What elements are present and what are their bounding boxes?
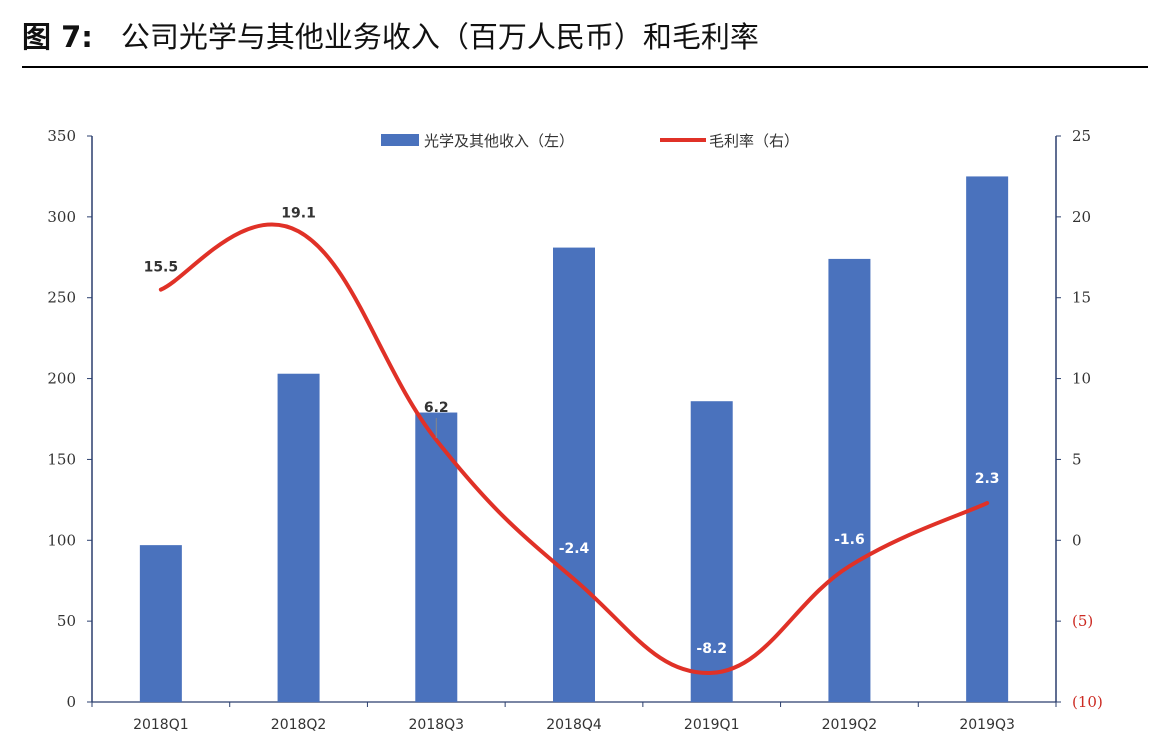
- left-tick-label: 350: [47, 127, 76, 145]
- line-data-label: 19.1: [281, 205, 316, 221]
- left-tick-label: 50: [57, 612, 76, 630]
- left-tick-label: 0: [66, 693, 76, 711]
- category-label: 2018Q2: [271, 717, 327, 733]
- bar: [553, 247, 595, 702]
- line-series: [158, 222, 990, 675]
- legend-bar-label: 光学及其他收入（左）: [424, 132, 574, 150]
- category-label: 2019Q1: [684, 717, 740, 733]
- line-data-label: 15.5: [144, 260, 179, 276]
- left-tick-label: 250: [47, 289, 76, 307]
- title-rule: [22, 66, 1148, 68]
- figure-title-text: 公司光学与其他业务收入（百万人民币）和毛利率: [120, 20, 759, 54]
- bar: [828, 258, 871, 702]
- bar: [415, 412, 458, 702]
- line-data-label: -1.6: [834, 532, 865, 548]
- bar: [277, 373, 320, 702]
- right-tick-label: 20: [1072, 208, 1091, 226]
- right-tick-label: (10): [1072, 693, 1103, 711]
- line-data-label: -2.4: [559, 541, 590, 557]
- line-data-label: -8.2: [696, 641, 727, 657]
- right-tick-label: 5: [1072, 450, 1082, 468]
- category-label: 2018Q3: [409, 717, 465, 733]
- right-tick-label: 0: [1072, 531, 1082, 549]
- bar: [690, 401, 733, 702]
- line-data-label: 6.2: [424, 400, 449, 416]
- margin-line: [158, 222, 990, 675]
- bar-series: [139, 176, 1009, 702]
- legend-bar-swatch: [381, 134, 419, 146]
- left-tick-label: 150: [47, 450, 76, 468]
- data-labels: 15.5 19.1 6.2 -2.4 -8.2 -1.6 2.3: [144, 205, 1000, 656]
- category-label: 2019Q2: [822, 717, 878, 733]
- line-data-label: 2.3: [975, 471, 1000, 487]
- bar: [139, 545, 182, 702]
- left-tick-label: 100: [47, 531, 76, 549]
- figure-label: 图 7:: [22, 20, 93, 54]
- right-tick-label: (5): [1072, 612, 1093, 630]
- right-tick-label: 15: [1072, 289, 1091, 307]
- right-tick-label: 25: [1072, 127, 1091, 145]
- right-tick-label: 10: [1072, 370, 1091, 388]
- left-tick-label: 200: [47, 370, 76, 388]
- category-label: 2018Q4: [546, 717, 602, 733]
- legend: 光学及其他收入（左） 毛利率（右）: [381, 132, 799, 150]
- axes: 0 50 100 150 200 250 300 350 (10) (5) 0 5 10 15 20 25 20…: [47, 127, 1102, 733]
- figure-title: 图 7: 公司光学与其他业务收入（百万人民币）和毛利率: [22, 14, 759, 60]
- category-label: 2018Q1: [133, 717, 189, 733]
- category-label: 2019Q3: [959, 717, 1015, 733]
- left-tick-label: 300: [47, 208, 76, 226]
- bar: [966, 176, 1009, 702]
- legend-line-label: 毛利率（右）: [709, 132, 799, 150]
